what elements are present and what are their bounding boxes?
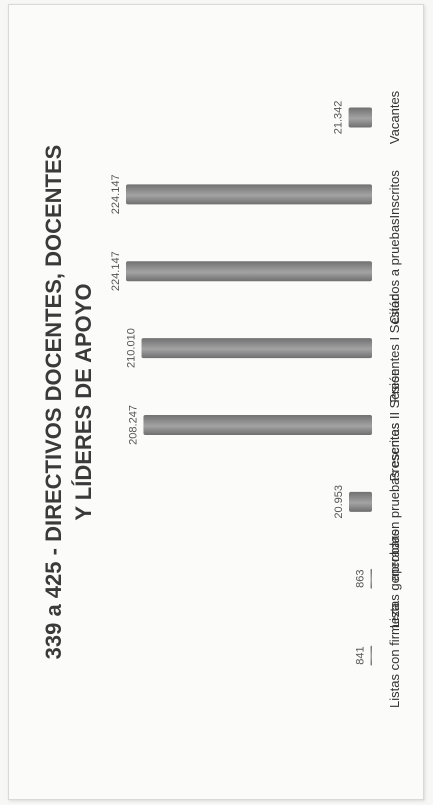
bar-1 xyxy=(370,568,372,589)
bar-4 xyxy=(141,338,372,359)
value-label-0: 841 xyxy=(355,646,367,664)
category-label-2: aprobaron pruebas escritas xyxy=(387,422,402,581)
value-label-3: 208.247 xyxy=(127,405,139,445)
category-label-6: Inscritos xyxy=(387,170,402,219)
category-label-7: Vacantes xyxy=(387,90,402,144)
bar-3 xyxy=(143,414,372,435)
category-label-4: Presentes I Sesión xyxy=(387,294,402,403)
value-label-5: 224.147 xyxy=(110,251,122,291)
value-labels-group: 841 863 20.953 208.247 210.010 224.147 224.147… xyxy=(110,101,367,665)
category-label-5: Citados a pruebas xyxy=(387,218,402,324)
bar-0 xyxy=(370,645,372,666)
category-label-0: Listas con firmeza xyxy=(387,602,402,708)
bars-group xyxy=(126,107,373,666)
bar-chart: 339 a 425 - DIRECTIVOS DOCENTES, DOCENTE… xyxy=(41,90,402,708)
bar-7 xyxy=(348,107,372,128)
bar-5 xyxy=(126,261,372,282)
value-label-1: 863 xyxy=(355,570,367,588)
value-label-7: 21.342 xyxy=(333,101,345,135)
bar-6 xyxy=(126,184,372,205)
category-label-1: Listas generadas xyxy=(387,529,402,629)
value-label-2: 20.953 xyxy=(333,485,345,519)
value-label-6: 224.147 xyxy=(110,174,122,214)
rotated-chart: 339 a 425 - DIRECTIVOS DOCENTES, DOCENTE… xyxy=(9,5,423,799)
chart-title-line-1: 339 a 425 - DIRECTIVOS DOCENTES, DOCENTE… xyxy=(41,145,66,660)
chart-title-line-2: Y LÍDERES DE APOYO xyxy=(71,283,96,520)
bar-2 xyxy=(349,491,373,512)
chart-frame: 339 a 425 - DIRECTIVOS DOCENTES, DOCENTE… xyxy=(8,4,424,800)
category-label-3: Presentes II Sesión xyxy=(387,369,402,482)
value-label-4: 210.010 xyxy=(126,328,138,368)
